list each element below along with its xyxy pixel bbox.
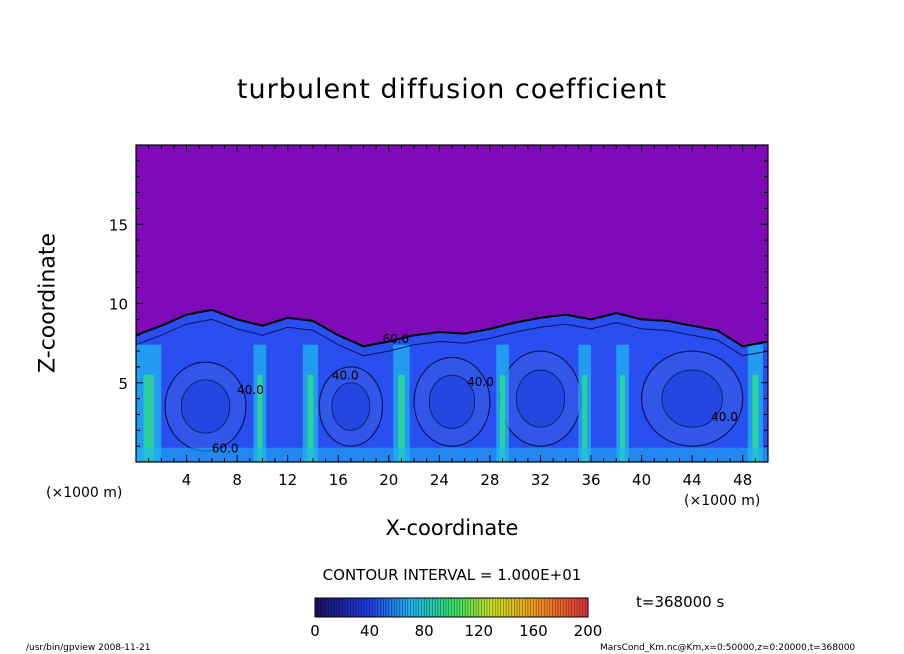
x-tick-label: 36 xyxy=(581,471,600,489)
y-tick-label: 5 xyxy=(118,375,128,393)
colorbar-tick-label: 80 xyxy=(415,622,434,640)
contour-value-label: 40.0 xyxy=(467,375,494,389)
eddy-core xyxy=(180,379,231,434)
colorbar-tick-label: 200 xyxy=(574,622,603,640)
x-tick-label: 28 xyxy=(480,471,499,489)
eddy-core xyxy=(428,374,476,429)
footer-command: /usr/bin/gpview 2008-11-21 xyxy=(26,643,151,653)
colorbar-tick-label: 160 xyxy=(519,622,548,640)
plume-core xyxy=(307,374,314,462)
y-tick-label: 15 xyxy=(109,216,128,234)
x-axis-unit-left: (×1000 m) xyxy=(46,485,122,501)
x-tick-label: 16 xyxy=(329,471,348,489)
plume-core xyxy=(398,374,405,462)
x-tick-label: 12 xyxy=(278,471,297,489)
colorbar-tick-label: 40 xyxy=(360,622,379,640)
contour-value-label: 60.0 xyxy=(382,332,409,346)
x-tick-label: 24 xyxy=(430,471,449,489)
x-tick-label: 44 xyxy=(683,471,702,489)
x-tick-label: 8 xyxy=(232,471,242,489)
x-tick-label: 4 xyxy=(182,471,192,489)
time-label: t=368000 s xyxy=(636,593,725,611)
x-tick-label: 40 xyxy=(632,471,651,489)
footer-source: MarsCond_Km.nc@Km,x=0:50000,z=0:20000,t=… xyxy=(600,643,856,653)
y-axis-label: Z-coordinate xyxy=(35,233,61,373)
chart-title: turbulent diffusion coefficient xyxy=(236,74,668,105)
y-tick-label: 10 xyxy=(109,296,128,314)
colorbar-ticks: 0 40 80 120 160 200 xyxy=(310,622,602,640)
x-tick-label: 20 xyxy=(379,471,398,489)
x-axis-unit-right: (×1000 m) xyxy=(684,493,760,509)
x-axis-label: X-coordinate xyxy=(385,516,519,540)
contour-value-label: 40.0 xyxy=(711,410,738,424)
colorbar-tick-label: 0 xyxy=(310,622,320,640)
inner-contour xyxy=(136,318,768,357)
plume-core xyxy=(620,374,626,462)
boundary-contour xyxy=(136,308,768,348)
contour-value-label: 40.0 xyxy=(237,383,264,397)
plume-core xyxy=(500,374,506,462)
colorbar-tick-label: 120 xyxy=(464,622,493,640)
eddy-core xyxy=(515,369,566,428)
plume-core xyxy=(257,374,263,462)
contour-value-label: 40.0 xyxy=(332,369,359,383)
eddy-core xyxy=(661,369,723,428)
contour-value-label: 60.0 xyxy=(212,441,239,455)
plume-core xyxy=(143,374,154,462)
eddy-core xyxy=(331,382,371,431)
plume-core xyxy=(752,374,759,462)
surface-layer xyxy=(136,447,768,462)
x-tick-label: 32 xyxy=(531,471,550,489)
plume-core xyxy=(582,374,588,462)
turbulent-field: 60.0 40.0 40.0 40.0 60.0 40.0 xyxy=(136,308,768,462)
contour-interval-label: CONTOUR INTERVAL = 1.000E+01 xyxy=(322,566,582,584)
x-tick-label: 48 xyxy=(733,471,752,489)
colorbar-bands xyxy=(317,598,586,617)
